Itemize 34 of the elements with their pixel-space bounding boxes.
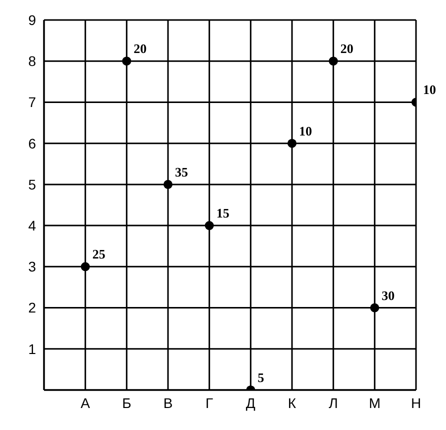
- x-tick-label: А: [80, 394, 91, 411]
- y-tick-label: 8: [28, 53, 36, 70]
- point: [287, 138, 297, 148]
- annotation: 10: [299, 123, 312, 138]
- y-tick-label: 2: [28, 300, 36, 316]
- point: [122, 56, 132, 66]
- y-tick-label: 7: [28, 94, 36, 110]
- annotation: 20: [340, 41, 354, 56]
- point: [163, 180, 173, 189]
- annotation: 10: [423, 82, 436, 98]
- annotation: 20: [134, 41, 147, 56]
- annotation: 5: [258, 370, 265, 385]
- x-tick-label: Б: [122, 394, 132, 411]
- y-tick-label: 1: [28, 340, 36, 357]
- point: [204, 221, 214, 230]
- y-tick-label: 4: [28, 218, 36, 234]
- x-tick-label: Г: [206, 394, 214, 411]
- point: [370, 303, 380, 312]
- x-tick-label: Л: [328, 394, 338, 411]
- y-tick-label: 6: [28, 135, 36, 152]
- y-tick-label: 3: [28, 258, 36, 275]
- annotation: 35: [175, 164, 188, 180]
- point: [80, 262, 90, 272]
- x-tick-label: М: [368, 394, 381, 411]
- annotation: 25: [92, 246, 106, 262]
- x-tick-label: Д: [246, 394, 256, 411]
- annotation: 15: [216, 206, 230, 221]
- x-tick-label: В: [163, 394, 173, 411]
- point: [328, 56, 338, 66]
- x-tick-label: К: [288, 394, 297, 411]
- x-tick-label: Н: [410, 394, 422, 411]
- y-tick-label: 5: [28, 176, 36, 192]
- annotation: 30: [382, 288, 395, 303]
- y-tick-label: 9: [28, 12, 36, 28]
